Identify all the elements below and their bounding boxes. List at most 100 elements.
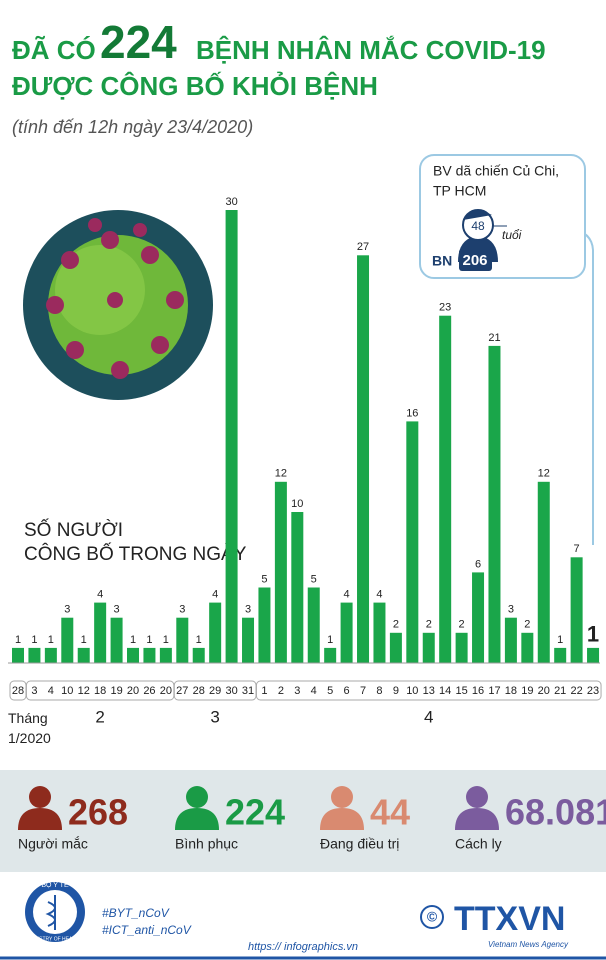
bar [176,617,189,663]
stat-icon [18,808,62,830]
value-label: 4 [344,589,350,601]
bar [357,255,370,664]
stat-icon [29,786,51,808]
bar [242,617,255,663]
x-tick-label: 20 [538,685,550,697]
stats-band [0,770,606,872]
stat-label: Bình phục [175,836,238,852]
value-label: 3 [179,604,185,616]
x-tick-label: 6 [344,685,350,697]
agency-sub: Vietnam News Agency [488,940,569,949]
month-label: 4 [424,707,433,726]
subtitle: (tính đến 12h ngày 23/4/2020) [12,117,253,137]
bar [159,647,172,663]
stat-icon [466,786,488,808]
x-tick-label: 20 [160,685,172,697]
month-label: 3 [210,707,219,726]
value-label: 3 [508,604,514,616]
bar [570,557,583,663]
bar [472,572,485,663]
x-tick-label: 5 [327,685,333,697]
agency: TTXVN [454,900,565,938]
x-tick-label: 13 [423,685,435,697]
x-tick-label: 8 [376,685,382,697]
bar [439,315,452,663]
x-tick-label: 4 [48,685,54,697]
x-tick-label: 2 [278,685,284,697]
value-label: 3 [114,604,120,616]
stat-icon [175,808,219,830]
stat-icon [186,786,208,808]
x-tick-label: 20 [127,685,139,697]
value-label: 23 [439,302,451,314]
bar [110,617,123,663]
x-tick-label: 28 [193,685,205,697]
x-tick-label: 30 [225,685,237,697]
x-tick-label: 4 [311,685,317,697]
chart-label: SỐ NGƯỜI [24,519,123,541]
hashtag: #ICT_anti_nCoV [102,923,192,937]
value-label: 1 [327,634,333,646]
x-tick-label: 19 [110,685,122,697]
bar [307,587,320,663]
callout-age: 48 [471,219,485,233]
value-label: 1 [130,634,136,646]
value-label: 10 [291,498,303,510]
value-label: 1 [146,634,152,646]
x-tick-label: 7 [360,685,366,697]
bar [28,647,41,663]
value-label: 5 [261,573,267,585]
value-label: 6 [475,558,481,570]
value-label: 12 [275,468,287,480]
x-tick-label: 27 [176,685,188,697]
value-label: 3 [245,604,251,616]
value-label: 30 [225,196,237,208]
x-tick-label: 9 [393,685,399,697]
bar [324,647,337,663]
value-label: 1 [31,634,37,646]
stat-icon [320,808,364,830]
bar [422,632,435,663]
x-tick-label: 17 [488,685,500,697]
x-tick-label: 19 [521,685,533,697]
value-label: 1 [557,634,563,646]
x-tick-label: 10 [61,685,73,697]
chart-label: CÔNG BỐ TRONG NGÀY [24,543,247,565]
copyright: © [427,909,438,925]
bar [455,632,468,663]
bar [389,632,402,663]
logo-text: MINISTRY OF HEALTH [29,936,82,942]
month-label: Tháng 1/2020 [8,710,51,746]
value-label: 1 [163,634,169,646]
bar [192,647,205,663]
value-label: 2 [459,619,465,631]
stat-label: Người mắc [18,836,88,852]
bar [127,647,140,663]
x-tick-label: 26 [143,685,155,697]
value-label: 27 [357,241,369,253]
bar [554,647,567,663]
value-label: 5 [311,573,317,585]
value-label: 1 [81,634,87,646]
x-tick-label: 28 [12,685,24,697]
bar [406,421,419,663]
title-line2: ĐƯỢC CÔNG BỐ KHỎI BỆNH [12,70,378,101]
x-tick-label: 1 [261,685,267,697]
callout-patient: 206 [462,252,487,269]
bar [373,602,386,663]
value-label: 4 [212,589,218,601]
footer: BỘ Y TẾ MINISTRY OF HEALTH #BYT_nCoV #IC… [0,879,606,960]
x-tick-label: 3 [31,685,37,697]
virus-image [23,210,213,400]
bar [12,647,24,663]
x-tick-label: 15 [455,685,467,697]
stat-label: Đang điều trị [320,836,399,852]
value-label: 2 [393,619,399,631]
x-tick-label: 10 [406,685,418,697]
hashtag: #BYT_nCoV [102,906,170,920]
stat-icon [331,786,353,808]
bar [488,345,501,663]
value-label: 1 [587,622,599,647]
title-prefix: ĐÃ CÓ [12,35,96,65]
